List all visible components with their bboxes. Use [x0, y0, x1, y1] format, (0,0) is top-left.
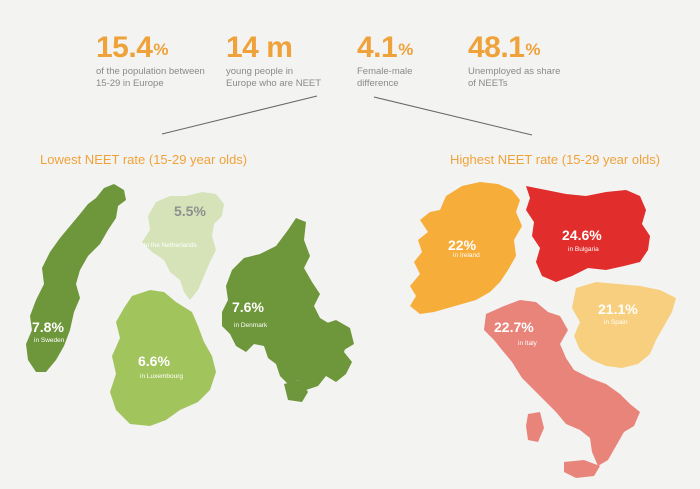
denmark-value: 7.6%: [232, 299, 264, 315]
sicily-shape: [564, 460, 600, 478]
bulgaria-shape: [526, 186, 650, 282]
italy-label: in Italy: [518, 340, 538, 347]
bulgaria-value: 24.6%: [562, 227, 602, 243]
netherlands-shape: [142, 192, 224, 300]
spain-label: in Spain: [604, 319, 628, 326]
sardinia-shape: [526, 412, 544, 442]
highest-section-title: Highest NEET rate (15-29 year olds): [450, 152, 661, 167]
sweden-value: 7.8%: [32, 319, 64, 335]
luxembourg-label: in Luxembourg: [140, 373, 183, 380]
sweden-shape: [26, 184, 126, 372]
stat-value: 14 m: [226, 31, 293, 64]
stat-female-male-difference: 4.1% Female-male difference: [357, 32, 413, 90]
ireland-label: in Ireland: [453, 252, 480, 259]
stat-value: 48.1%: [468, 31, 541, 64]
netherlands-value: 5.5%: [174, 203, 206, 219]
spain-value: 21.1%: [598, 301, 638, 317]
stat-young-people: 14 m young people in Europe who are NEET: [226, 32, 321, 90]
ireland-shape: [410, 182, 522, 314]
denmark-island: [318, 320, 354, 350]
italy-shape: [484, 300, 640, 466]
lowest-section-title: Lowest NEET rate (15-29 year olds): [40, 152, 248, 167]
connector-line-left: [161, 95, 318, 135]
stat-value: 15.4%: [96, 31, 169, 64]
denmark-shape: [222, 218, 352, 390]
bulgaria-label: in Bulgaria: [568, 246, 599, 253]
denmark-label: in Denmark: [234, 322, 268, 329]
luxembourg-value: 6.6%: [138, 353, 170, 369]
connector-line-right: [373, 96, 533, 136]
italy-value: 22.7%: [494, 319, 534, 335]
ireland-value: 22%: [448, 237, 477, 253]
stat-unemployed-share: 48.1% Unemployed as share of NEETs: [468, 32, 560, 90]
luxembourg-shape: [110, 290, 216, 426]
denmark-island: [284, 380, 308, 402]
stat-description: of the population between 15-29 in Europe: [96, 66, 205, 89]
stat-description: young people in Europe who are NEET: [226, 66, 322, 89]
netherlands-label: in the Netherlands: [144, 242, 198, 249]
stat-description: Female-male difference: [357, 66, 413, 89]
stat-value: 4.1%: [357, 31, 413, 64]
stat-population-share: 15.4% of the population between 15-29 in …: [96, 32, 205, 90]
spain-shape: [572, 282, 676, 368]
sweden-label: in Sweden: [34, 337, 65, 344]
stat-description: Unemployed as share of NEETs: [468, 66, 561, 89]
